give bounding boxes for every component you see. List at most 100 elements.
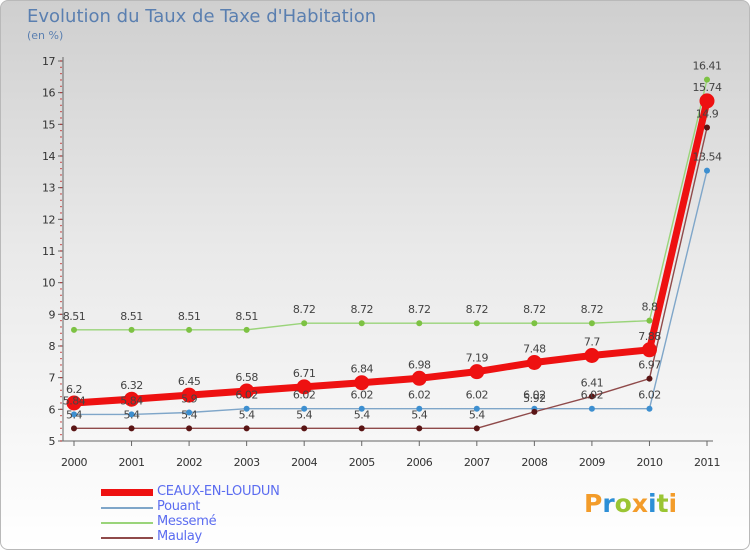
- legend-swatch-messeme: [101, 522, 153, 524]
- data-label: 6.02: [350, 389, 373, 402]
- y-minor-tick: [60, 250, 62, 252]
- y-minor-tick: [60, 262, 62, 265]
- data-label: 6.02: [523, 389, 546, 402]
- data-label: 15.74: [693, 81, 722, 94]
- legend-swatch-maulay: [101, 537, 153, 539]
- y-minor-tick: [60, 414, 62, 417]
- y-minor-tick: [60, 199, 62, 202]
- x-tick-label: 2003: [234, 456, 260, 469]
- data-label: 7.7: [584, 336, 600, 349]
- y-minor-tick: [60, 180, 62, 183]
- data-label: 5.92: [523, 392, 546, 405]
- y-minor-tick: [60, 66, 62, 69]
- series-line-maulay: [73, 126, 708, 430]
- y-minor-tick: [60, 243, 62, 246]
- data-point: [71, 425, 77, 432]
- data-label: 7.19: [466, 352, 489, 365]
- y-tick-label: 5: [49, 435, 56, 448]
- y-minor-tick: [60, 357, 62, 360]
- x-tick-label: 2009: [579, 456, 605, 469]
- data-point: [71, 411, 77, 418]
- data-point: [588, 405, 595, 412]
- y-minor-tick: [60, 224, 62, 227]
- data-point: [704, 167, 710, 174]
- y-tick-label: 10: [42, 277, 55, 290]
- data-label: 6.71: [293, 367, 316, 380]
- legend-label-messeme: Messemé: [157, 514, 217, 529]
- y-minor-tick: [60, 319, 62, 322]
- data-label: 8.51: [63, 310, 86, 323]
- data-point: [186, 425, 193, 432]
- y-minor-tick: [60, 212, 62, 214]
- data-point: [128, 425, 135, 432]
- y-tick-label: 8: [49, 340, 56, 353]
- data-point: [531, 408, 538, 415]
- x-tick-label: 2001: [119, 456, 145, 469]
- y-minor-tick: [60, 174, 62, 176]
- data-label: 5.4: [239, 408, 255, 421]
- data-label: 8.51: [178, 310, 201, 323]
- y-minor-tick: [60, 205, 62, 208]
- data-point: [243, 425, 250, 432]
- legend-swatch-ceaux: [101, 489, 153, 496]
- data-label: 14.9: [696, 108, 719, 121]
- y-minor-tick: [60, 98, 62, 100]
- data-label: 6.02: [466, 389, 489, 402]
- data-point: [301, 425, 308, 432]
- y-tick-label: 11: [42, 245, 55, 258]
- data-label: 5.4: [296, 408, 312, 421]
- x-tick-label: 2005: [349, 456, 375, 469]
- y-minor-tick: [60, 161, 62, 164]
- data-label: 16.41: [693, 60, 722, 73]
- data-point: [473, 425, 480, 432]
- data-label: 5.84: [63, 394, 86, 407]
- y-minor-tick: [60, 167, 62, 170]
- logo-letter: o: [614, 489, 632, 518]
- data-label: 5.4: [354, 408, 370, 421]
- data-label: 8.72: [293, 303, 316, 316]
- data-point: [358, 405, 365, 412]
- data-point: [646, 317, 653, 324]
- proxiti-logo: Proxiti: [584, 489, 677, 518]
- data-point: [128, 326, 135, 333]
- y-minor-tick: [60, 186, 62, 189]
- y-minor-tick: [60, 129, 62, 132]
- data-label: 6.02: [235, 389, 258, 402]
- y-tick-label: 16: [42, 87, 55, 100]
- y-minor-tick: [60, 395, 62, 398]
- logo-letter: t: [656, 489, 669, 518]
- data-point: [416, 425, 423, 432]
- data-label: 6.58: [235, 371, 258, 384]
- y-minor-tick: [60, 427, 62, 430]
- x-tick-label: 2000: [61, 456, 87, 469]
- data-label: 8.72: [350, 303, 373, 316]
- y-minor-tick: [60, 155, 62, 157]
- data-label: 8.8: [641, 301, 657, 314]
- data-label: 6.98: [408, 358, 431, 371]
- x-tick-label: 2010: [636, 456, 662, 469]
- y-minor-tick: [60, 300, 62, 303]
- data-point: [301, 320, 308, 327]
- y-minor-tick: [60, 218, 62, 221]
- y-minor-tick: [60, 110, 62, 113]
- y-tick-label: 13: [42, 182, 55, 195]
- y-minor-tick: [60, 389, 62, 392]
- y-minor-tick: [60, 237, 62, 240]
- y-minor-tick: [60, 433, 62, 436]
- y-minor-tick: [60, 307, 62, 309]
- data-label: 5.4: [66, 408, 82, 421]
- y-minor-tick: [60, 85, 62, 88]
- data-point: [699, 93, 715, 109]
- chart-subtitle: (en %): [27, 29, 64, 42]
- y-minor-tick: [60, 123, 62, 126]
- data-point: [588, 393, 595, 400]
- data-label: 6.41: [581, 376, 604, 389]
- data-point: [354, 375, 370, 391]
- y-tick-label: 15: [42, 118, 55, 131]
- data-label: 5.9: [181, 393, 197, 406]
- data-point: [473, 320, 480, 327]
- legend-label-pouant: Pouant: [157, 499, 201, 514]
- series-line-pouant: [73, 169, 708, 416]
